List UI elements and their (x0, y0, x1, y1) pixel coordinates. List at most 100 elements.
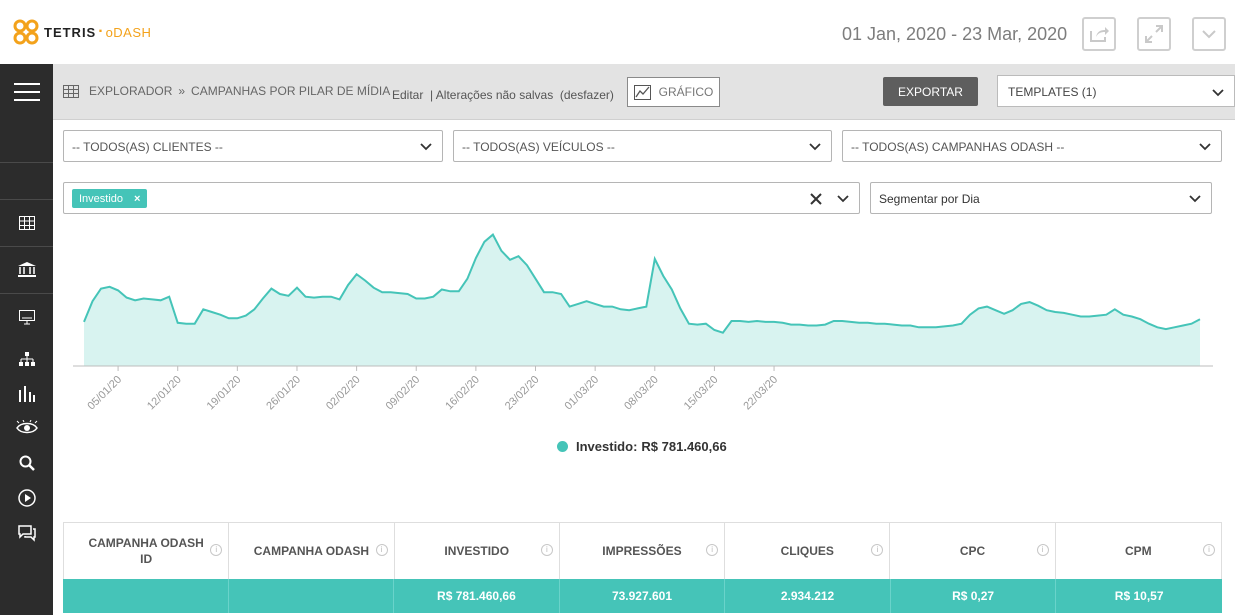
column-header[interactable]: CAMPANHA ODASH ID i (64, 523, 230, 579)
chart-toggle-label: GRÁFICO (658, 85, 714, 99)
info-icon[interactable]: i (210, 544, 223, 556)
x-tick-label: 08/03/20 (622, 374, 661, 413)
share-icon (1090, 27, 1109, 42)
chevron-down-icon (809, 143, 821, 151)
column-header[interactable]: CAMPANHA ODASH i (229, 523, 395, 579)
campaigns-select-value: -- TODOS(AS) CAMPANHAS ODASH -- (851, 140, 1065, 154)
vehicles-select-value: -- TODOS(AS) VEÍCULOS -- (462, 140, 615, 154)
info-icon[interactable]: i (871, 544, 884, 556)
x-tick-label: 12/01/20 (145, 374, 184, 413)
sidebar-item-institutions[interactable] (0, 247, 53, 293)
column-header[interactable]: CLIQUES i (725, 523, 891, 579)
breadcrumb: EXPLORADOR » CAMPANHAS POR PILAR DE MÍDI… (63, 84, 390, 98)
x-tick-label: 09/02/20 (384, 374, 423, 413)
table-cell: R$ 781.460,66 (394, 579, 560, 613)
chevron-down-icon (1212, 89, 1224, 97)
chat-icon (17, 525, 36, 542)
column-header-label: INVESTIDO (444, 544, 510, 558)
templates-label: TEMPLATES (1) (1008, 85, 1097, 99)
collapse-button[interactable] (1192, 17, 1226, 51)
metric-tag-remove-icon[interactable]: × (134, 192, 141, 205)
info-icon[interactable]: i (375, 544, 388, 556)
column-header-label: CAMPANHA ODASH (253, 544, 370, 558)
sidebar-item-hierarchy[interactable] (0, 346, 53, 372)
segment-select[interactable]: Segmentar por Dia (870, 182, 1212, 214)
column-header-label: CPM (1124, 544, 1152, 558)
table-header-row: CAMPANHA ODASH ID i CAMPANHA ODASH i INVESTI… (63, 522, 1222, 579)
sidebar-item-monitor[interactable] (0, 294, 53, 340)
chart-legend[interactable]: Investido: R$ 781.460,66 (557, 439, 727, 454)
bank-icon (17, 262, 36, 277)
column-header[interactable]: CPC i (890, 523, 1056, 579)
clear-icon[interactable] (809, 192, 823, 206)
column-header[interactable]: INVESTIDO i (395, 523, 560, 579)
x-tick-label: 15/03/20 (682, 374, 721, 413)
breadcrumb-current: CAMPANHAS POR PILAR DE MÍDIA (191, 84, 391, 98)
menu-icon (13, 83, 40, 101)
chart-toggle-button[interactable]: GRÁFICO (627, 77, 720, 107)
x-tick-label: 19/01/20 (205, 374, 244, 413)
sidebar-item-explorer[interactable] (0, 200, 53, 246)
sidebar-item-chat[interactable] (0, 519, 53, 547)
x-tick-label: 23/02/20 (503, 374, 542, 413)
info-icon[interactable]: i (540, 544, 553, 556)
date-range-picker[interactable]: 01 Jan, 2020 - 23 Mar, 2020 (842, 24, 1068, 44)
info-icon[interactable]: i (1036, 544, 1049, 556)
sidebar (0, 64, 53, 615)
sidebar-item-watch[interactable] (0, 414, 53, 442)
templates-dropdown[interactable]: TEMPLATES (1) (997, 75, 1235, 107)
x-tick-label: 26/01/20 (264, 374, 303, 413)
vehicles-select[interactable]: -- TODOS(AS) VEÍCULOS -- (453, 130, 832, 162)
search-icon (19, 455, 35, 471)
breadcrumb-root[interactable]: EXPLORADOR (89, 84, 173, 98)
monitor-icon (18, 309, 35, 324)
chevron-down-icon (837, 195, 849, 203)
table-cell (63, 579, 229, 613)
column-header[interactable]: IMPRESSÕES i (560, 523, 726, 579)
sidebar-divider (0, 162, 53, 163)
expand-icon (1145, 25, 1163, 43)
sidebar-menu-button[interactable] (0, 64, 53, 120)
edit-status[interactable]: Editar | Alterações não salvas (desfazer… (392, 88, 614, 102)
column-header-label: CLIQUES (780, 544, 834, 558)
breadcrumb-separator: » (178, 84, 186, 98)
series-line (83, 233, 1201, 334)
fullscreen-button[interactable] (1137, 17, 1171, 51)
metric-tag[interactable]: Investido × (72, 189, 148, 208)
chevron-down-icon (420, 143, 432, 151)
sidebar-item-search[interactable] (0, 450, 53, 476)
legend-label: Investido: (576, 439, 638, 454)
sidebar-divider (0, 293, 53, 294)
tetris-odash-logo[interactable]: TETRIS · oDASH (12, 18, 151, 46)
bar-chart-icon (18, 386, 35, 402)
info-icon[interactable]: i (1202, 544, 1215, 556)
export-button[interactable]: EXPORTAR (883, 77, 978, 106)
x-tick-label: 01/03/20 (562, 374, 601, 413)
x-tick-label: 02/02/20 (324, 374, 363, 413)
line-chart-icon (633, 84, 651, 100)
top-header: TETRIS · oDASH 01 Jan, 2020 - 23 Mar, 20… (0, 0, 1235, 64)
investido-area-chart[interactable]: 05/01/20 12/01/20 19/01/20 26/01/20 02/02/20… (63, 222, 1223, 462)
table-cell: 73.927.601 (560, 579, 726, 613)
logo-name: TETRIS (44, 24, 97, 40)
sidebar-item-reports[interactable] (0, 380, 53, 408)
clients-select[interactable]: -- TODOS(AS) CLIENTES -- (63, 130, 443, 162)
column-header[interactable]: CPM i (1056, 523, 1221, 579)
table-cell: R$ 0,27 (891, 579, 1057, 613)
table-cell (229, 579, 395, 613)
sidebar-item-videos[interactable] (0, 484, 53, 512)
results-table: CAMPANHA ODASH ID i CAMPANHA ODASH i INVESTI… (63, 522, 1222, 613)
column-header-label: CAMPANHA ODASH ID (88, 536, 204, 566)
legend-value: R$ 781.460,66 (641, 439, 727, 454)
legend-swatch (557, 441, 568, 452)
segment-select-value: Segmentar por Dia (879, 192, 980, 206)
campaigns-select[interactable]: -- TODOS(AS) CAMPANHAS ODASH -- (842, 130, 1222, 162)
info-icon[interactable]: i (706, 544, 719, 556)
play-icon (17, 489, 36, 507)
sitemap-icon (18, 352, 35, 366)
share-button[interactable] (1082, 17, 1116, 51)
logo-icon (13, 19, 39, 45)
series-area (84, 234, 1200, 366)
metrics-multiselect[interactable]: Investido × (63, 182, 860, 214)
logo-sub: oDASH (105, 24, 152, 40)
